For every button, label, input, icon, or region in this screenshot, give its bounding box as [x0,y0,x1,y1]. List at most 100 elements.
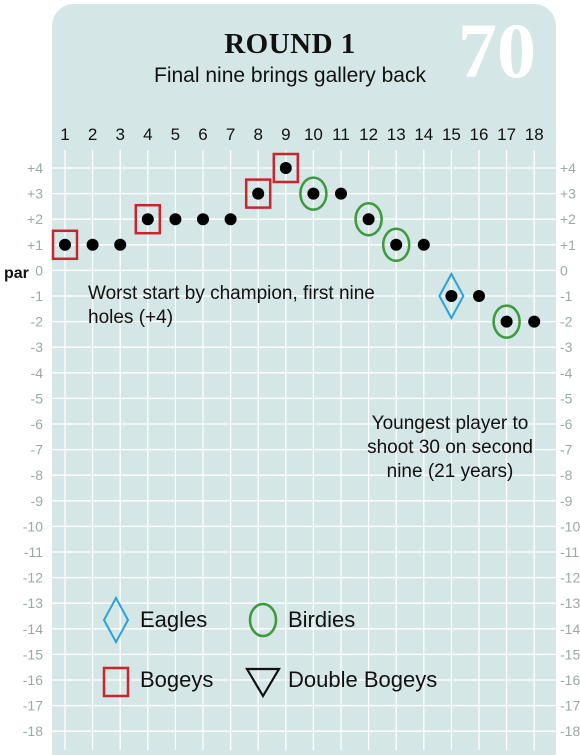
round-score: 70 [458,7,536,94]
y-tick-label-right: -16 [560,672,580,688]
y-tick-label-right: -15 [560,646,580,662]
x-tick-label: 7 [226,125,235,144]
score-point [252,187,265,200]
score-point [500,315,513,328]
birdie-circle-icon [248,602,278,638]
eagle-marker [438,271,465,321]
score-point [307,187,320,200]
score-point [141,213,154,226]
y-tick-label-left: -8 [31,467,44,483]
y-tick-label-left: -13 [23,595,43,611]
score-points [59,162,541,328]
bogey-marker [134,203,162,235]
y-tick-label-left: -6 [31,416,44,432]
y-tick-label-right: +2 [560,211,576,227]
y-tick-label-right: 0 [560,262,568,278]
y-tick-label-left: -4 [31,365,44,381]
y-tick-label-right: +1 [560,237,576,253]
y-tick-label-right: -11 [560,544,579,560]
annotation-worst-start-text: Worst start by champion, first nine hole… [88,283,375,328]
x-tick-label: 8 [253,125,262,144]
y-tick-label-right: -4 [560,365,573,381]
score-point [197,213,209,226]
x-tick-label: 5 [171,125,180,144]
y-tick-label-right: -18 [560,723,580,739]
x-tick-label: 17 [497,125,516,144]
score-point [59,238,71,251]
x-tick-label: 18 [525,125,544,144]
chart-background [52,4,556,755]
result-markers [51,152,521,339]
y-tick-label-right: -17 [560,698,580,714]
legend-eagles-label: Eagles [140,607,208,632]
birdie-marker [492,304,521,339]
birdie-marker [354,201,383,237]
score-point [417,238,430,251]
y-tick-label-left: -15 [23,646,43,662]
y-tick-label-right: -9 [560,493,573,509]
y-tick-label-left: -12 [23,570,43,586]
legend-birdies-label: Birdies [288,607,356,632]
y-tick-label-left: -11 [24,544,43,560]
legend-bogeys: Bogeys [140,667,213,693]
y-tick-label-left: -5 [31,390,44,406]
y-tick-label-right: -7 [560,442,573,458]
annotation-youngest-text: Youngest player to shoot 30 on second ni… [367,413,533,482]
y-tick-label-right: +4 [560,160,576,176]
legend-double-bogeys: Double Bogeys [288,667,437,693]
y-tick-label-right: -13 [560,595,580,611]
birdie-marker [381,227,411,263]
legend-double-bogeys-label: Double Bogeys [288,667,438,692]
x-tick-label: 14 [414,125,433,144]
score-point [224,213,237,226]
y-tick-label-left: -7 [31,442,44,458]
legend-bogeys-label: Bogeys [140,667,214,692]
y-tick-label-left: 0 [35,262,43,278]
y-tick-label-right: -10 [560,518,580,534]
x-tick-label: 12 [359,125,378,144]
score-point [390,238,403,251]
bogey-marker [244,178,272,209]
x-tick-label: 4 [143,125,152,144]
y-tick-label-left: +2 [27,211,43,227]
y-tick-label-right: -14 [560,621,580,637]
x-tick-label: 15 [442,125,461,144]
y-tick-labels-left: +4 +3 +2 +1 0 -1 -2 -3 -4 -5 -6 -7 -8 -9 -10 -11 -12 -13 -… [23,160,43,739]
eagle-diamond-icon [102,595,130,645]
y-tick-label-right: -3 [560,339,573,355]
x-tick-label: 2 [88,125,97,144]
score-point [279,162,292,174]
annotation-youngest: Youngest player to shoot 30 on second ni… [350,412,550,484]
bogey-square-icon [102,666,130,698]
y-tick-label-right: -5 [560,390,573,406]
par-label: par [4,265,29,282]
score-point [445,290,458,302]
legend-eagles: Eagles [140,607,207,633]
score-point [169,213,182,226]
score-point [362,213,375,226]
x-tick-label: 10 [304,125,323,144]
bogey-marker [272,152,300,184]
x-tick-label: 3 [115,125,124,144]
x-tick-label: 1 [60,125,69,144]
bogey-marker [51,229,79,261]
x-tick-label: 9 [281,125,290,144]
x-tick-label: 11 [332,125,350,144]
x-tick-labels: 1 2 3 4 5 6 7 8 9 10 11 12 13 14 15 16 17 18 [60,125,543,144]
y-tick-label-left: +1 [27,237,43,253]
y-tick-label-left: -16 [23,672,43,688]
y-tick-label-right: +3 [560,186,576,202]
chart-subtitle: Final nine brings gallery back [154,64,426,87]
chart-title: ROUND 1 [224,28,356,60]
y-tick-label-right: -2 [560,314,573,330]
legend-birdies: Birdies [288,607,355,633]
x-tick-label: 6 [198,125,207,144]
y-tick-labels-right: +4 +3 +2 +1 0 -1 -2 -3 -4 -5 -6 -7 -8 -9 -10 -11 -12 -13 -… [560,160,580,739]
y-tick-label-right: -6 [560,416,573,432]
legend-icons [102,595,281,699]
x-tick-label: 16 [470,125,489,144]
y-tick-label-left: -10 [23,518,43,534]
score-point [473,290,485,302]
y-tick-label-left: -14 [23,621,43,637]
